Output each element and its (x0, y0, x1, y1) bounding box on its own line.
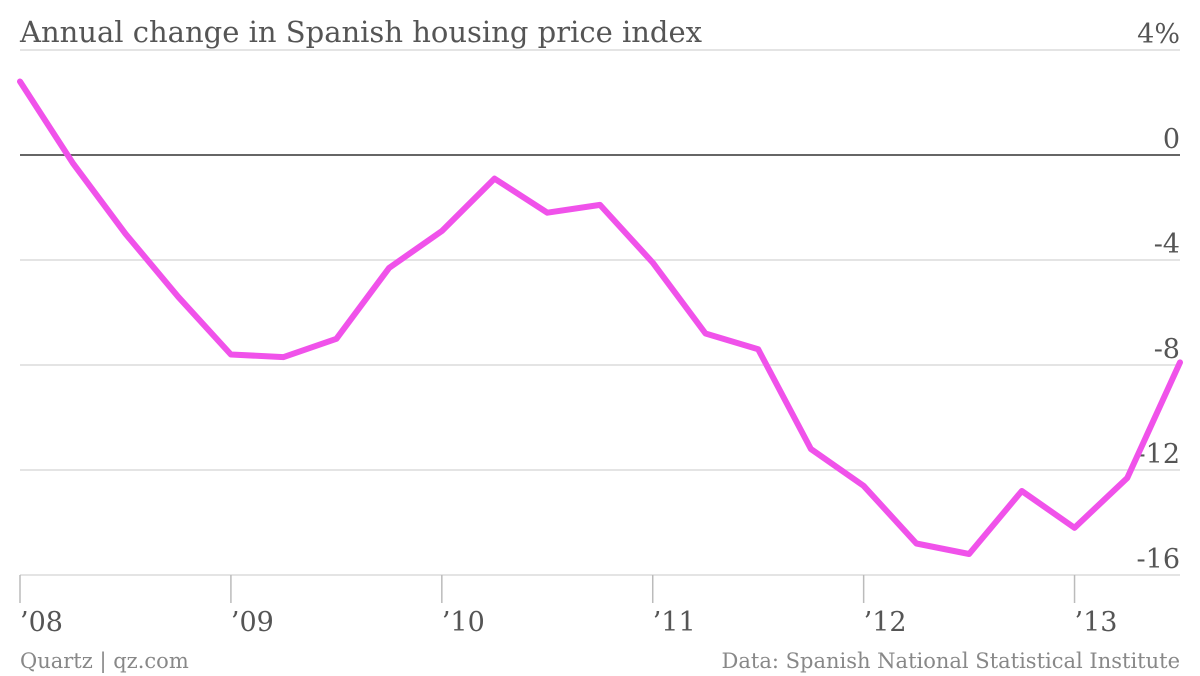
gridlines (20, 49, 1180, 576)
series-layer (17, 78, 1183, 557)
x-tick-label: ’08 (20, 607, 63, 638)
series-line (17, 78, 1183, 557)
y-tick-label: 4% (1137, 19, 1180, 50)
x-tick-label: ’12 (864, 607, 907, 638)
x-tick-label: ’10 (442, 607, 485, 638)
x-tick-label: ’11 (653, 607, 696, 638)
x-axis-ticks: ’08 ’09 ’10 ’11 ’12 ’13 (19, 575, 1118, 638)
y-axis-tick-labels: 4%0-4-8-12-16 (1137, 19, 1180, 575)
footer-data-credit: Data: Spanish National Statistical Insti… (722, 649, 1180, 673)
chart-title: Annual change in Spanish housing price i… (19, 15, 702, 49)
x-tick-label: ’09 (231, 607, 274, 638)
footer-source-brand: Quartz | qz.com (20, 649, 189, 674)
y-tick-label: -8 (1154, 334, 1180, 365)
y-tick-label: 0 (1163, 124, 1180, 155)
x-tick-label: ’13 (1075, 607, 1118, 638)
y-tick-label: -16 (1137, 544, 1180, 575)
y-tick-label: -4 (1154, 229, 1180, 260)
